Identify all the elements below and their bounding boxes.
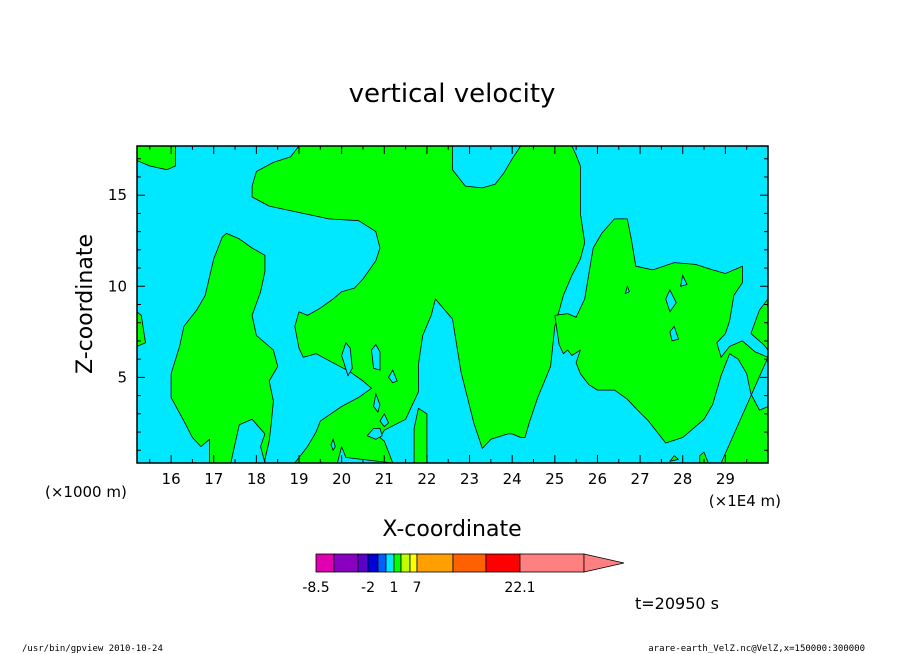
x-axis-label: X-coordinate — [382, 517, 521, 542]
updraft-region-8 — [554, 218, 768, 463]
x-tick-label: 26 — [588, 470, 607, 488]
x-tick-label: 28 — [673, 470, 692, 488]
updraft-region-5 — [413, 407, 428, 463]
colorbar-segment — [377, 553, 387, 573]
x-tick-label: 18 — [247, 470, 266, 488]
y-tick-label: 10 — [108, 277, 127, 295]
colorbar — [315, 553, 625, 573]
x-tick-label: 25 — [545, 470, 564, 488]
colorbar-segment — [385, 553, 395, 573]
colorbar-segment — [367, 553, 379, 573]
downdraft-hole-4 — [373, 392, 381, 413]
downdraft-hole-7 — [330, 438, 336, 452]
x-tick-label: 24 — [503, 470, 522, 488]
updraft-region-1 — [137, 311, 146, 347]
colorbar-segment — [400, 553, 411, 573]
colorbar-segment — [393, 553, 402, 573]
plot-area — [136, 145, 769, 464]
colorbar-segment — [416, 553, 454, 573]
x-tick-label: 22 — [417, 470, 436, 488]
colorbar-label: 22.1 — [504, 580, 535, 596]
x-tick-label: 16 — [162, 470, 181, 488]
downdraft-holes — [330, 274, 688, 452]
y-axis-unit: (×1000 m) — [45, 483, 127, 501]
y-tick-label: 5 — [117, 368, 127, 386]
downdraft-hole-10 — [680, 274, 688, 287]
x-tick-label: 19 — [289, 470, 308, 488]
downdraft-hole-8 — [665, 288, 677, 313]
colorbar-segment — [357, 553, 369, 573]
colorbar-label: 7 — [413, 580, 422, 596]
time-label: t=20950 s — [635, 594, 719, 613]
updraft-regions — [137, 146, 768, 463]
updraft-region-6 — [669, 455, 679, 462]
downdraft-hole-3 — [388, 369, 398, 384]
updraft-region-3 — [170, 232, 279, 463]
downdraft-hole-6 — [379, 412, 389, 428]
footer-left: /usr/bin/gpview 2010-10-24 — [22, 644, 163, 654]
downdraft-hole-1 — [341, 341, 353, 377]
x-axis-ticks: 16 17 18 19 20 21 22 23 24 25 26 27 28 29 — [149, 146, 769, 488]
x-tick-label: 23 — [460, 470, 479, 488]
y-axis-ticks: 5 10 15 — [108, 158, 768, 451]
x-tick-label: 27 — [631, 470, 650, 488]
x-tick-label: 20 — [332, 470, 351, 488]
updraft-region-7 — [699, 451, 709, 463]
colorbar-segment — [333, 553, 359, 573]
colorbar-segment — [485, 553, 521, 573]
downdraft-hole-9 — [669, 325, 680, 342]
chart-title: vertical velocity — [349, 79, 556, 109]
colorbar-label: 1 — [390, 580, 399, 596]
colorbar-labels: -8.5 -2 1 7 22.1 — [302, 580, 535, 596]
downdraft-hole-2 — [371, 343, 381, 371]
colorbar-segment — [452, 553, 487, 573]
colorbar-segment — [315, 553, 335, 573]
x-tick-label: 21 — [375, 470, 394, 488]
colorbar-segment — [409, 553, 418, 573]
colorbar-segment — [519, 553, 585, 573]
updraft-region-4 — [251, 146, 586, 463]
updraft-region-2 — [137, 146, 176, 171]
downdraft-hole-11 — [624, 285, 630, 295]
colorbar-label: -8.5 — [302, 580, 329, 596]
x-tick-label: 17 — [204, 470, 223, 488]
y-axis-label: Z-coordinate — [73, 234, 98, 374]
y-tick-label: 15 — [108, 186, 127, 204]
updraft-region-9 — [750, 298, 768, 351]
x-tick-label: 29 — [716, 470, 735, 488]
x-axis-unit: (×1E4 m) — [709, 492, 781, 510]
footer-right: arare-earth_VelZ.nc@VelZ,x=150000:300000 — [648, 644, 865, 654]
downdraft-hole-5 — [366, 427, 383, 440]
colorbar-label: -2 — [361, 580, 375, 596]
colorbar-extend-arrow — [583, 553, 625, 573]
